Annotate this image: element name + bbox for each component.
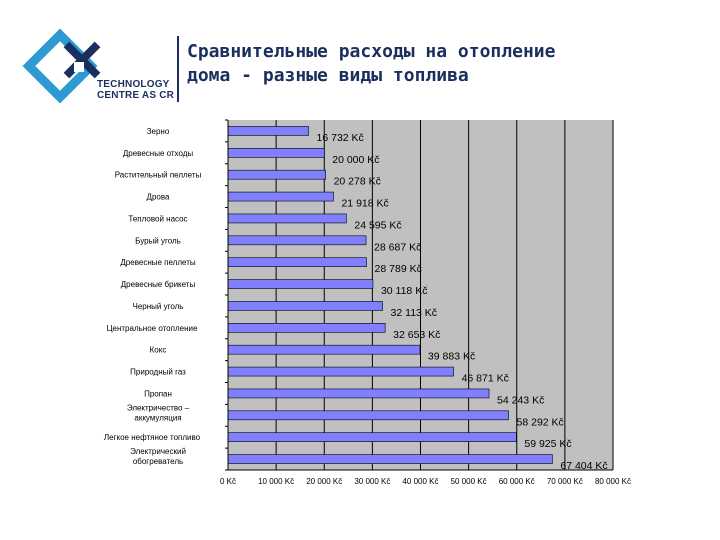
data-label: 46 871 Kč [462, 373, 509, 385]
data-label: 67 404 Kč [560, 460, 607, 472]
category-label: Пропан [144, 389, 172, 398]
data-label: 28 687 Kč [374, 241, 421, 253]
title-divider [177, 36, 179, 102]
bar [227, 279, 374, 289]
technology-centre-logo-icon [22, 28, 101, 104]
x-tick-label: 50 000 Kč [451, 477, 487, 486]
bar [227, 323, 386, 333]
bar [227, 235, 367, 246]
data-label: 54 243 Kč [497, 394, 544, 406]
bar [227, 454, 553, 464]
category-label: Бурый уголь [135, 236, 181, 245]
page-title-line2: дома - разные виды топлива [187, 65, 469, 86]
bar [227, 366, 454, 377]
category-label: Растительный пеллеты [115, 171, 202, 180]
x-tick-label: 80 000 Kč [595, 477, 631, 486]
data-label: 24 595 Kč [354, 219, 401, 231]
data-label: 39 883 Kč [428, 351, 475, 363]
category-label: Дрова [147, 193, 170, 202]
data-label: 58 292 Kč [517, 416, 564, 428]
category-label: Электричество – аккумуляция [127, 403, 190, 422]
data-label: 20 278 Kč [334, 176, 381, 188]
bar [227, 301, 383, 311]
category-label: Черный уголь [133, 302, 184, 311]
x-tick-label: 10 000 Kč [258, 477, 294, 486]
bar [227, 388, 490, 399]
x-tick-label: 70 000 Kč [547, 477, 583, 486]
category-label: Зерно [147, 127, 170, 136]
x-tick-label: 40 000 Kč [402, 477, 438, 486]
x-tick-label: 60 000 Kč [499, 477, 535, 486]
bar [227, 169, 326, 180]
category-label: Электрический обогреватель [130, 447, 186, 466]
data-label: 21 918 Kč [341, 198, 388, 210]
data-label: 28 789 Kč [375, 263, 422, 275]
bar [227, 410, 509, 421]
page-title-line1: Сравнительные расходы на отопление [187, 41, 556, 62]
category-label: Кокс [150, 346, 167, 355]
category-label: Центральное отопление [107, 324, 198, 333]
bar [227, 257, 367, 267]
data-label: 32 113 Kč [391, 307, 438, 319]
data-label: 59 925 Kč [524, 438, 571, 450]
bar [227, 191, 334, 202]
bar [227, 344, 421, 355]
data-label: 32 653 Kč [393, 329, 440, 341]
category-label: Древесные брикеты [121, 280, 196, 289]
x-tick-label: 30 000 Kč [354, 477, 390, 486]
logo-text-line1: TECHNOLOGY [97, 79, 170, 90]
bar [227, 126, 309, 136]
bar [227, 432, 517, 442]
logo-text-line2: CENTRE AS CR [97, 90, 175, 101]
page-title: Сравнительные расходы на отопление дома … [187, 40, 687, 88]
category-label: Древесные отходы [123, 149, 194, 158]
data-label: 20 000 Kč [332, 154, 379, 166]
category-label: Тепловой насос [128, 214, 187, 223]
data-label: 30 118 Kč [381, 285, 428, 297]
bar [227, 213, 347, 224]
category-label: Легкое нефтяное топливо [104, 433, 201, 442]
x-tick-label: 0 Kč [220, 477, 236, 486]
bar [227, 148, 325, 158]
data-label: 16 732 Kč [317, 132, 364, 144]
category-label: Природный газ [130, 368, 186, 377]
x-tick-label: 20 000 Kč [306, 477, 342, 486]
category-label: Древесные пеллеты [120, 258, 195, 267]
